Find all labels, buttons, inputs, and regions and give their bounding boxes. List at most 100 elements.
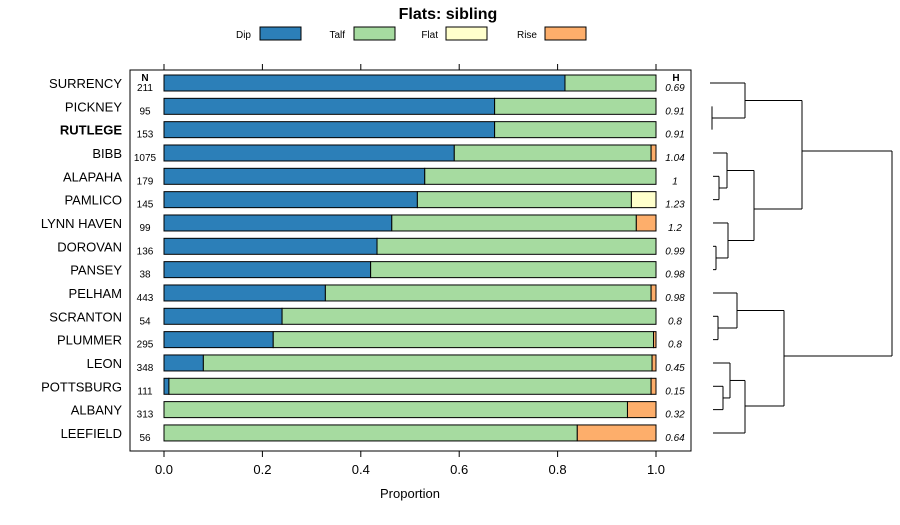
bar-rutlege-talf bbox=[494, 121, 657, 139]
legend-swatch-rise bbox=[544, 26, 587, 41]
h-column-header: H bbox=[672, 73, 679, 84]
bar-leon-rise bbox=[651, 354, 657, 372]
n-value-pamlico: 145 bbox=[137, 200, 154, 211]
h-value-leefield: 0.64 bbox=[665, 433, 685, 444]
x-tick-label: 0.0 bbox=[155, 462, 173, 477]
legend-swatch-talf bbox=[353, 26, 396, 41]
category-label-dorovan: DOROVAN bbox=[57, 239, 122, 254]
category-labels: SURRENCY 211 0.69 PICKNEY 95 0.91 RUTLEGE 153 0.… bbox=[41, 76, 685, 444]
bar-pamlico-flat bbox=[630, 191, 657, 209]
legend-label-dip: Dip bbox=[236, 30, 251, 41]
category-label-leefield: LEEFIELD bbox=[61, 426, 122, 441]
legend: Dip Talf Flat Rise bbox=[236, 26, 587, 41]
legend-swatch-flat bbox=[445, 26, 488, 41]
bar-bibb-dip bbox=[163, 144, 455, 162]
bar-pickney-talf bbox=[494, 97, 657, 115]
category-label-bibb: BIBB bbox=[92, 146, 122, 161]
h-value-alapaha: 1 bbox=[672, 176, 678, 187]
n-value-scranton: 54 bbox=[139, 316, 151, 327]
legend-label-talf: Talf bbox=[329, 30, 345, 41]
category-label-scranton: SCRANTON bbox=[49, 309, 122, 324]
category-label-surrency: SURRENCY bbox=[49, 76, 122, 91]
bar-dorovan-dip bbox=[163, 237, 378, 255]
h-value-pickney: 0.91 bbox=[665, 106, 684, 117]
category-label-pansey: PANSEY bbox=[70, 263, 122, 278]
h-value-pelham: 0.98 bbox=[665, 293, 685, 304]
n-column-header: N bbox=[141, 73, 148, 84]
bars-group bbox=[163, 74, 657, 442]
bar-pamlico-talf bbox=[416, 191, 632, 209]
bar-pottsburg-dip bbox=[163, 377, 170, 395]
bar-dorovan-talf bbox=[376, 237, 657, 255]
n-value-surrency: 211 bbox=[137, 83, 153, 94]
bar-pamlico-dip bbox=[163, 191, 418, 209]
category-label-pelham: PELHAM bbox=[69, 286, 122, 301]
dendrogram bbox=[710, 82, 893, 434]
bar-pelham-rise bbox=[650, 284, 657, 302]
n-value-rutlege: 153 bbox=[137, 130, 154, 141]
bar-alapaha-talf bbox=[424, 167, 657, 185]
h-value-plummer: 0.8 bbox=[668, 340, 682, 351]
category-label-alapaha: ALAPAHA bbox=[63, 169, 122, 184]
bar-plummer-dip bbox=[163, 331, 274, 349]
category-label-albany: ALBANY bbox=[71, 403, 123, 418]
n-value-pelham: 443 bbox=[137, 293, 154, 304]
bar-albany-talf bbox=[163, 401, 628, 419]
bar-lynn-haven-talf bbox=[391, 214, 637, 232]
n-value-bibb: 1075 bbox=[134, 153, 157, 164]
h-value-bibb: 1.04 bbox=[665, 153, 685, 164]
bar-scranton-dip bbox=[163, 307, 283, 325]
bar-leon-talf bbox=[202, 354, 653, 372]
category-label-pottsburg: POTTSBURG bbox=[41, 379, 122, 394]
bar-pansey-talf bbox=[370, 261, 657, 279]
h-value-dorovan: 0.99 bbox=[665, 246, 685, 257]
h-value-pamlico: 1.23 bbox=[665, 200, 685, 211]
legend-swatch-dip bbox=[259, 26, 302, 41]
n-value-pansey: 38 bbox=[139, 270, 151, 281]
x-axis: 0.0 0.2 0.4 0.6 0.8 1.0 bbox=[155, 64, 665, 477]
h-value-surrency: 0.69 bbox=[665, 83, 685, 94]
h-value-pottsburg: 0.15 bbox=[665, 386, 685, 397]
bar-pickney-dip bbox=[163, 97, 496, 115]
h-value-scranton: 0.8 bbox=[668, 316, 682, 327]
bar-pottsburg-rise bbox=[650, 377, 657, 395]
bar-lynn-haven-rise bbox=[635, 214, 657, 232]
h-value-leon: 0.45 bbox=[665, 363, 685, 374]
bar-plummer-rise bbox=[653, 331, 657, 349]
bar-albany-rise bbox=[626, 401, 657, 419]
h-value-pansey: 0.98 bbox=[665, 270, 685, 281]
n-value-dorovan: 136 bbox=[137, 246, 154, 257]
category-label-pickney: PICKNEY bbox=[65, 99, 122, 114]
x-tick-label: 0.8 bbox=[549, 462, 567, 477]
bar-surrency-dip bbox=[163, 74, 566, 92]
category-label-leon: LEON bbox=[87, 356, 122, 371]
x-axis-title: Proportion bbox=[380, 486, 440, 501]
bar-leon-dip bbox=[163, 354, 204, 372]
x-tick-label: 0.4 bbox=[352, 462, 370, 477]
n-value-plummer: 295 bbox=[137, 340, 154, 351]
h-value-lynn-haven: 1.2 bbox=[668, 223, 682, 234]
legend-label-rise: Rise bbox=[517, 30, 537, 41]
bar-bibb-talf bbox=[453, 144, 652, 162]
chart-title: Flats: sibling bbox=[399, 6, 498, 23]
bar-pelham-dip bbox=[163, 284, 326, 302]
bar-plummer-talf bbox=[272, 331, 655, 349]
plot-frame bbox=[129, 69, 692, 452]
h-value-albany: 0.32 bbox=[665, 410, 685, 421]
bar-scranton-talf bbox=[281, 307, 657, 325]
x-tick-label: 0.6 bbox=[450, 462, 468, 477]
bar-leefield-talf bbox=[163, 424, 578, 442]
bar-bibb-rise bbox=[650, 144, 657, 162]
legend-label-flat: Flat bbox=[421, 30, 438, 41]
x-tick-label: 1.0 bbox=[647, 462, 665, 477]
n-value-pottsburg: 111 bbox=[137, 386, 153, 397]
bar-lynn-haven-dip bbox=[163, 214, 393, 232]
bar-alapaha-dip bbox=[163, 167, 426, 185]
bar-pansey-dip bbox=[163, 261, 372, 279]
category-label-pamlico: PAMLICO bbox=[64, 193, 122, 208]
bar-pottsburg-talf bbox=[168, 377, 652, 395]
n-value-albany: 313 bbox=[137, 410, 154, 421]
bar-rutlege-dip bbox=[163, 121, 496, 139]
category-label-plummer: PLUMMER bbox=[57, 333, 122, 348]
